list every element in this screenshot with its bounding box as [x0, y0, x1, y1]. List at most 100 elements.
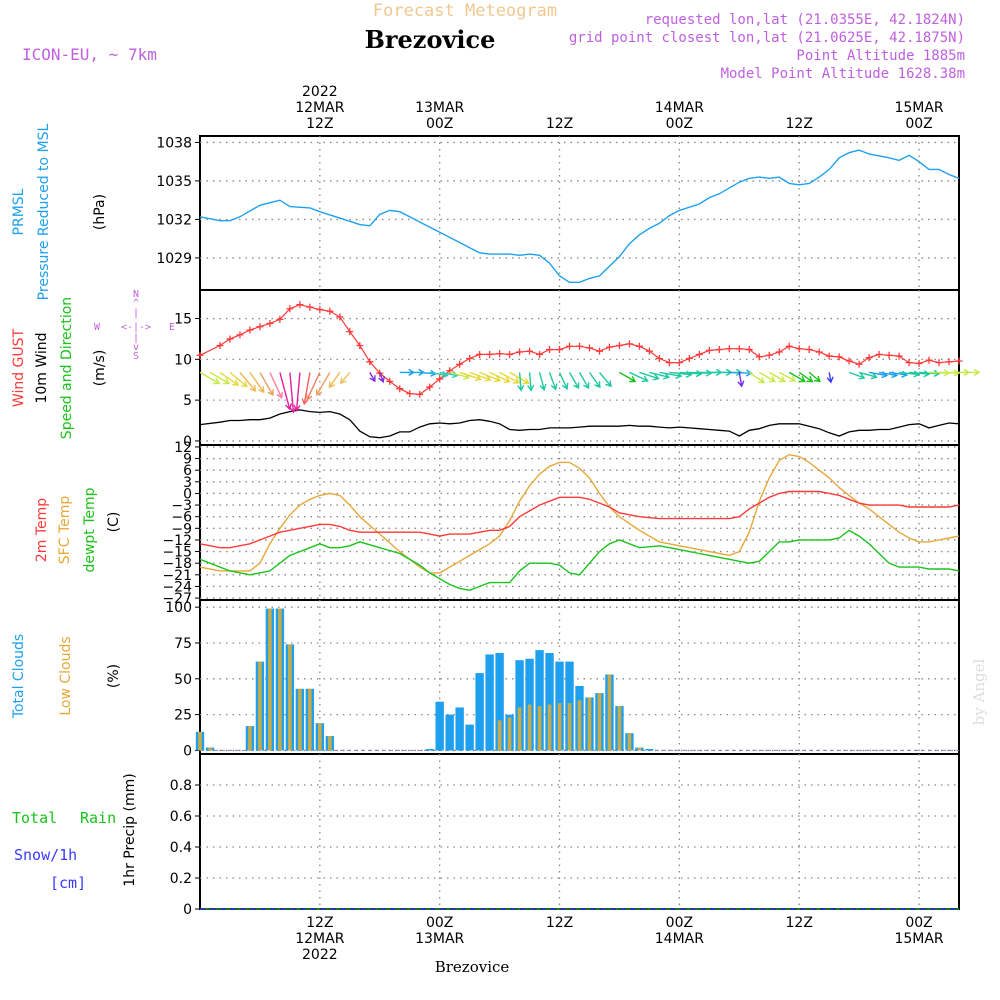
gust-marker	[216, 341, 224, 349]
gust-marker	[226, 335, 234, 343]
gust-marker	[925, 356, 933, 364]
wind-direction-arrow	[788, 371, 806, 383]
gust-marker	[516, 348, 524, 356]
time-tick-label: 13MAR	[415, 931, 464, 947]
gust-marker	[955, 357, 963, 365]
low-clouds-bar	[248, 726, 252, 751]
y-tick-label: 50	[174, 672, 192, 688]
watermark: by Angel	[970, 658, 988, 725]
pressure-unit-label: (hPa)	[92, 194, 108, 230]
time-tick-label: 00Z	[426, 116, 453, 132]
wind-direction-arrow	[301, 372, 311, 406]
gust-marker	[835, 353, 843, 361]
gust-marker	[825, 352, 833, 360]
gust-marker	[426, 383, 434, 391]
wind-direction-arrow	[339, 371, 351, 385]
y-tick-label: 0	[183, 743, 192, 759]
y-tick-label: 0.8	[170, 778, 192, 794]
y-tick-label: −24	[162, 579, 192, 595]
gust-marker	[905, 359, 913, 367]
gust-marker	[316, 306, 324, 314]
y-tick-label: 1029	[156, 251, 192, 267]
time-tick-label: 12Z	[546, 116, 573, 132]
wind-panel: 0 5 10 15	[174, 289, 981, 450]
gust-marker	[725, 345, 733, 353]
gust-marker	[326, 307, 334, 315]
time-tick-label: 00Z	[905, 116, 932, 132]
low-clouds-bar	[547, 704, 552, 751]
gust-marker	[356, 341, 364, 349]
gust-marker	[915, 359, 923, 367]
gust-marker	[675, 359, 683, 367]
grid-point-coords: grid point closest lon,lat (21.0625E, 42…	[569, 30, 965, 46]
gust-marker	[466, 355, 474, 363]
time-tick-label: 00Z	[666, 915, 693, 931]
y-tick-label: 10	[174, 352, 192, 368]
y-tick-label: 12	[174, 440, 192, 456]
y-tick-label: 0.2	[170, 871, 192, 887]
footer-location: Brezovice	[435, 958, 510, 976]
gust-marker	[585, 344, 593, 352]
requested-coords: requested lon,lat (21.0355E, 42.1824N)	[645, 12, 965, 28]
compass-west: W	[94, 322, 101, 333]
wind-direction-arrow	[509, 371, 530, 385]
total-clouds-bar	[475, 673, 484, 751]
gust-marker	[715, 346, 723, 354]
wind-direction-arrow	[269, 372, 283, 400]
prmsl-label: PRMSL	[11, 188, 27, 235]
gust-marker	[735, 345, 743, 353]
gust-marker	[456, 360, 464, 368]
sfc-temp-line	[199, 453, 960, 574]
low-clouds-bar	[318, 723, 322, 751]
y-tick-label: −3	[171, 498, 192, 514]
snow-label: Snow/1h	[14, 846, 77, 864]
model-label: ICON-EU, ~ 7km	[22, 45, 157, 64]
wind-speed-line	[199, 409, 960, 439]
wind-direction-arrow	[899, 370, 921, 378]
total-rain-label-rain: Rain	[80, 809, 116, 827]
gust-marker	[945, 358, 953, 366]
gust-marker	[506, 350, 514, 358]
low-clouds-bar	[577, 700, 582, 751]
y-tick-label: 100	[165, 600, 192, 616]
gust-marker	[366, 358, 374, 366]
wind-direction-arrow	[619, 371, 637, 383]
gust-marker	[336, 313, 344, 321]
gust-marker	[765, 351, 773, 359]
time-tick-label: 15MAR	[894, 931, 943, 947]
y-tick-label: 25	[174, 708, 192, 724]
gust-marker	[566, 342, 574, 350]
dewpt-temp-line	[199, 529, 960, 592]
time-tick-label: 12Z	[786, 915, 813, 931]
y-tick-label: −15	[162, 545, 192, 561]
gust-marker	[795, 345, 803, 353]
wind-direction-arrow	[798, 371, 814, 383]
panel-frame	[199, 753, 960, 910]
dewpt-temp-label: dewpt Temp	[82, 487, 98, 572]
wind-direction-arrow	[629, 371, 649, 383]
gust-marker	[625, 340, 633, 348]
wind-direction-arrow	[219, 371, 240, 386]
gust-line	[199, 304, 960, 396]
compass-icon: N ^ | W <-|-> E | v S	[94, 289, 175, 362]
time-tick-label: 14MAR	[655, 100, 704, 116]
gust-marker	[396, 385, 404, 393]
time-tick-label: 12Z	[306, 116, 333, 132]
y-tick-label: −27	[162, 591, 192, 607]
low-clouds-bar	[517, 707, 522, 751]
y-tick-label: 75	[174, 636, 192, 652]
y-tick-label: 1035	[156, 174, 192, 190]
low-clouds-bar	[537, 706, 542, 751]
wind-direction-arrow	[737, 372, 745, 388]
wind-direction-arrow	[826, 372, 834, 384]
clouds-panel: 0 25 50 75 100	[165, 599, 960, 759]
low-clouds-bar	[527, 704, 532, 751]
time-tick-label: 12Z	[786, 116, 813, 132]
low-clouds-bar	[308, 688, 312, 751]
gust-marker	[885, 351, 893, 359]
time-tick-label: 15MAR	[894, 100, 943, 116]
time-tick-label: 2022	[302, 947, 338, 963]
gust-marker	[436, 375, 444, 383]
gust-marker	[785, 342, 793, 350]
